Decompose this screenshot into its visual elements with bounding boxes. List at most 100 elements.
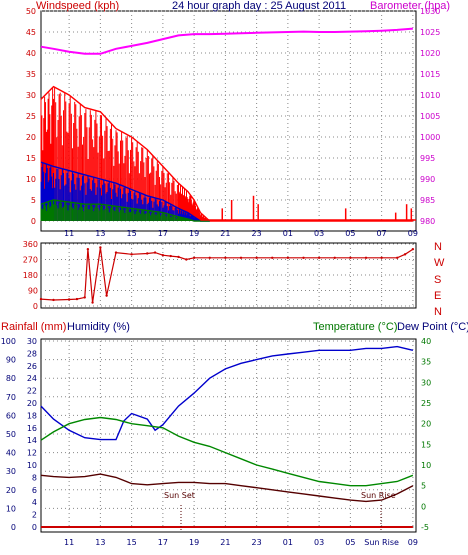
direction-point [91,301,94,304]
direction-y-tick: 360 [23,240,38,249]
wind-x-tick: 03 [314,229,324,238]
temp-x-tick: 03 [314,538,324,547]
temp-x-tick: 11 [64,538,74,547]
humidity-y-tick: 18 [27,411,37,420]
direction-label-e: E [434,290,441,302]
temp-marks: 0102030405060708090100024681012141618202… [1,337,431,547]
humidity-y-tick: 24 [27,374,37,383]
humidity-y-tick: 4 [32,498,37,507]
temp-y-tick: 35 [421,358,431,367]
wind-x-tick: 19 [189,229,199,238]
temp-x-tick: 05 [345,538,355,547]
temp-grid [41,340,416,528]
humidity-y-tick: 22 [27,387,37,396]
direction-point [411,247,415,251]
direction-y-tick: 0 [33,302,38,311]
direction-point [114,251,118,254]
temp-x-tick: 15 [127,538,137,547]
baro-y-tick: 990 [420,175,435,184]
direction-point [364,256,368,259]
humidity-y-tick: 2 [32,511,37,520]
direction-point [130,253,133,256]
temp-y-tick: 25 [421,399,431,408]
dewpoint-label: Dew Point (°C) [397,321,468,333]
direction-point [271,256,274,259]
rain-y-tick: 0 [11,523,16,532]
barometer-label: Barometer (hpa) [370,0,450,12]
temp-y-tick: 40 [421,337,431,346]
direction-point [286,256,290,259]
wind-x-tick: 07 [377,229,387,238]
direction-point [99,246,102,249]
temp-x-tick: 21 [220,538,230,547]
humidity-y-tick: 0 [32,523,37,532]
direction-point [67,298,71,301]
direction-label-s: S [434,274,441,286]
direction-point [333,256,336,259]
baro-y-tick: 1000 [420,133,440,142]
baro-y-tick: 1010 [420,91,440,100]
direction-point [161,253,165,257]
direction-point [224,256,227,259]
rain-y-tick: 60 [6,411,16,420]
humidity-y-tick: 10 [27,461,37,470]
humidity-y-tick: 6 [32,486,37,495]
wind-x-tick: 05 [345,229,355,238]
wind-y-tick: 20 [26,133,36,142]
direction-point [403,253,407,256]
baro-y-tick: 1005 [420,112,440,121]
temperature-line [40,416,414,487]
temp-x-tick: 23 [252,538,262,547]
temp-y-tick: -5 [421,523,429,532]
baro-y-tick: 995 [420,154,435,163]
wind-x-tick: 23 [252,229,262,238]
temp-x-tick: 19 [189,538,199,547]
wind-x-tick: 13 [95,229,105,238]
chart-title: 24 hour graph day : 25 August 2011 [172,0,346,12]
dewpoint-line [40,473,414,503]
temp-x-tick: 17 [158,538,168,547]
rainfall-label: Rainfall (mm) [1,321,66,333]
windspeed-label: Windspeed (kph) [36,0,119,12]
baro-y-tick: 985 [420,196,435,205]
temp-y-tick: 30 [421,378,431,387]
humidity-y-tick: 8 [32,473,37,482]
direction-point [75,297,79,301]
humidity-y-tick: 14 [27,436,37,445]
humidity-line [40,345,414,441]
rain-y-tick: 50 [6,430,16,439]
direction-point [52,298,55,302]
rain-y-tick: 40 [6,449,16,458]
wind-y-tick: 15 [26,154,36,163]
direction-point [86,247,90,251]
direction-y-tick: 180 [23,271,38,280]
temp-y-tick: 15 [421,440,431,449]
temp-panel-frame [40,338,417,533]
wind-marks: 0510152025303540455098098599099510001005… [26,7,441,238]
direction-point [396,256,399,259]
direction-point [349,256,352,259]
temp-x-tick: 01 [283,538,293,547]
direction-point [185,258,188,261]
direction-grid [41,243,416,307]
wind-y-tick: 5 [31,196,36,205]
baro-y-tick: 1030 [420,7,440,16]
direction-point [302,256,305,259]
wind-average-line [40,161,210,222]
wind-x-tick: 01 [283,229,293,238]
temperature-label: Temperature (°C) [313,321,397,333]
temp-y-tick: 20 [421,420,431,429]
wind-y-tick: 0 [31,217,36,226]
direction-point [255,256,258,259]
rain-y-tick: 80 [6,374,16,383]
wind-y-tick: 40 [26,49,36,58]
direction-point [153,251,157,254]
wind-y-tick: 10 [26,175,36,184]
temp-x-tick: 09 [408,538,418,547]
barometer-line [40,27,413,55]
baro-y-tick: 980 [420,217,435,226]
wind-x-tick: 17 [158,229,168,238]
direction-point [239,256,243,259]
wind-y-tick: 30 [26,91,36,100]
